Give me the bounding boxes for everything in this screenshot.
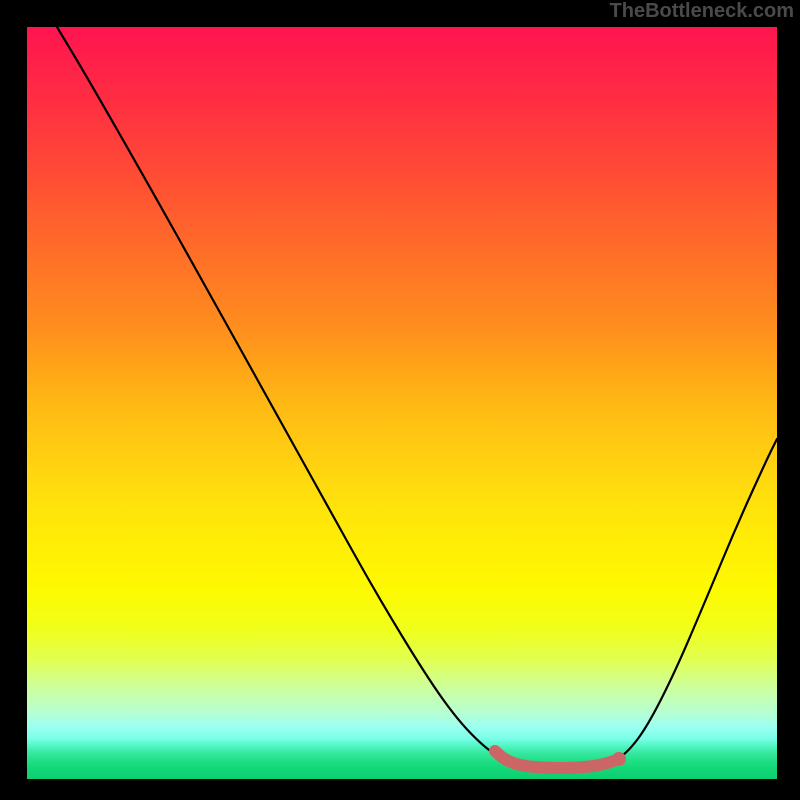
marker-end-dot [612, 752, 626, 766]
watermark-text: TheBottleneck.com [610, 0, 794, 23]
plot-area [27, 27, 777, 779]
chart-container: TheBottleneck.com [0, 0, 800, 800]
chart-svg [27, 27, 777, 779]
gradient-background [27, 27, 777, 779]
